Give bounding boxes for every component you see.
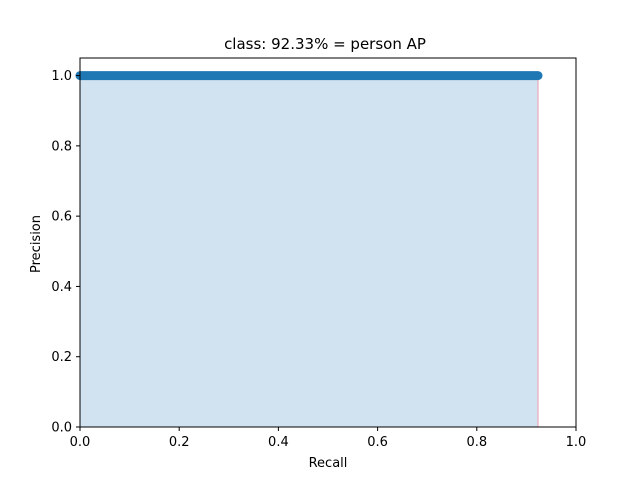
chart-title: class: 92.33% = person AP (224, 35, 426, 53)
x-axis: 0.0 0.2 0.4 0.6 0.8 1.0 (70, 427, 587, 450)
x-tick-label: 0.4 (268, 435, 289, 450)
plot-area (75, 57, 577, 428)
x-tick-label: 0.8 (466, 435, 487, 450)
axes-frame (79, 57, 577, 428)
x-tick-label: 0.6 (367, 435, 388, 450)
y-tick-label: 0.4 (51, 280, 72, 295)
area-fill (80, 75, 538, 428)
y-tick-label: 1.0 (51, 69, 72, 84)
x-axis-label: Recall (309, 456, 348, 471)
y-axis-label: Precision (29, 215, 44, 273)
x-tick-label: 1.0 (566, 435, 587, 450)
y-tick-label: 0.8 (51, 139, 72, 154)
y-tick-label: 0.6 (51, 210, 72, 225)
y-tick-label: 0.0 (51, 421, 72, 436)
x-tick-label: 0.2 (169, 435, 190, 450)
x-tick-label: 0.0 (70, 435, 91, 450)
y-tick-label: 0.2 (51, 350, 72, 365)
y-axis: 0.0 0.2 0.4 0.6 0.8 1.0 (51, 69, 80, 436)
